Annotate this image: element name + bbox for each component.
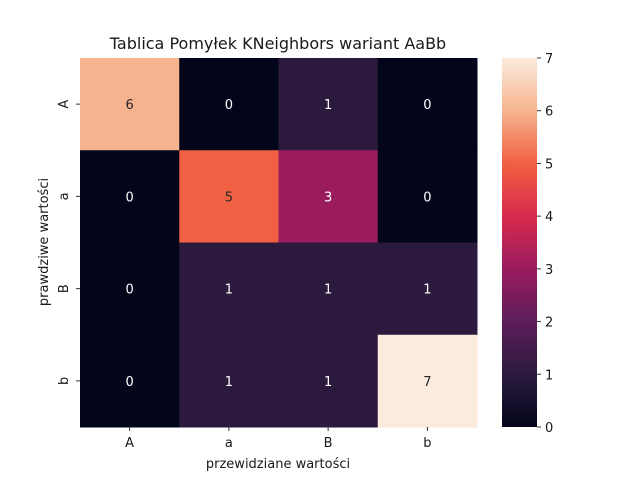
heatmap-cell-0-2 (278, 58, 379, 151)
y-tick-label-1: a (57, 192, 72, 200)
chart-title: Tablica Pomyłek KNeighbors wariant AaBb (109, 34, 446, 53)
y-axis-label: prawdziwe wartości (37, 178, 52, 306)
x-tick-label-1: a (225, 436, 233, 451)
heatmap-cell-label-2-3: 1 (423, 283, 431, 298)
x-tick-label-0: A (125, 436, 134, 451)
colorbar-tick-label-6: 6 (545, 105, 553, 120)
heatmap-cell-label-0-0: 6 (125, 98, 133, 113)
heatmap-cell-1-2 (278, 150, 379, 243)
y-tick-label-3: b (57, 377, 72, 385)
heatmap-cell-1-3 (377, 150, 478, 243)
heatmap-cell-3-2 (278, 334, 379, 428)
heatmap-cell-1-1 (179, 150, 279, 243)
colorbar-tick-label-7: 7 (545, 52, 553, 67)
heatmap-cell-label-1-3: 0 (423, 190, 431, 205)
heatmap-cell-label-1-0: 0 (125, 190, 133, 205)
heatmap-cell-label-2-1: 1 (225, 283, 233, 298)
heatmap-cell-2-2 (278, 242, 379, 336)
heatmap-cell-label-3-1: 1 (225, 375, 233, 390)
x-tick-label-2: B (324, 436, 333, 451)
colorbar-tick-label-2: 2 (545, 316, 553, 331)
heatmap-cell-2-3 (377, 242, 478, 336)
heatmap-cell-label-3-0: 0 (125, 375, 133, 390)
heatmap-cell-label-2-2: 1 (324, 283, 332, 298)
colorbar-ticks: 0 1 2 3 4 5 6 7 (537, 52, 553, 436)
heatmap-cell-0-0 (80, 58, 180, 151)
colorbar-tick-label-3: 3 (545, 263, 553, 278)
heatmap-cell-3-3 (377, 334, 478, 428)
heatmap-cell-0-3 (377, 58, 478, 151)
colorbar-tick-label-0: 0 (545, 421, 553, 436)
y-tick-label-2: B (57, 284, 72, 293)
heatmap-cell-label-1-1: 5 (225, 190, 233, 205)
x-axis-label: przewidziane wartości (206, 457, 350, 472)
heatmap-cell-label-0-2: 1 (324, 98, 332, 113)
heatmap-cell-0-1 (179, 58, 279, 151)
heatmap-cell-labels: 6 0 1 0 0 5 3 0 0 1 1 1 0 1 1 7 (125, 98, 431, 390)
colorbar-tick-label-4: 4 (545, 210, 553, 225)
heatmap-cell-3-1 (179, 334, 279, 428)
colorbar (502, 58, 537, 427)
heatmap-cell-1-0 (80, 150, 180, 243)
x-tick-label-3: b (423, 436, 431, 451)
heatmap-cell-label-3-3: 7 (423, 375, 431, 390)
heatmap-cell-2-1 (179, 242, 279, 336)
heatmap-cell-label-1-2: 3 (324, 190, 332, 205)
heatmap-cell-label-2-0: 0 (125, 283, 133, 298)
heatmap-cell-label-0-3: 0 (423, 98, 431, 113)
heatmap-cell-2-0 (80, 242, 180, 336)
heatmap-cell-3-0 (80, 334, 180, 428)
colorbar-tick-label-5: 5 (545, 157, 553, 172)
heatmap-cell-label-0-1: 0 (225, 98, 233, 113)
heatmap-cells (80, 58, 478, 428)
colorbar-tick-label-1: 1 (545, 368, 553, 383)
y-axis-ticks: Aa Bb (57, 100, 80, 385)
y-tick-label-0: A (57, 100, 72, 109)
heatmap-cell-label-3-2: 1 (324, 375, 332, 390)
